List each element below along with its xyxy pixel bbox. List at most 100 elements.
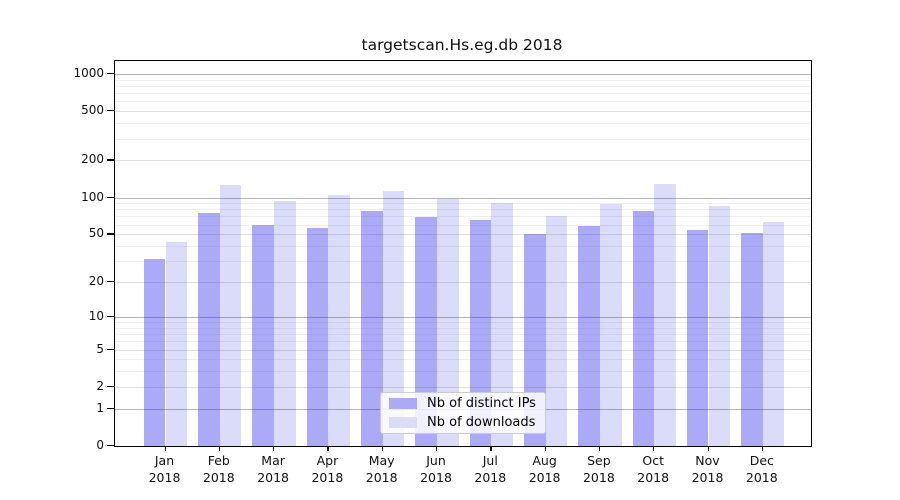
month-text: Jun: [406, 452, 466, 469]
legend-swatch: [389, 417, 417, 428]
legend-item-downloads: Nb of downloads: [381, 415, 545, 431]
gridline-90: [115, 203, 811, 204]
gridline-50: [115, 234, 811, 235]
gridline-3: [115, 371, 811, 372]
y-tick-mark-20: [107, 281, 114, 282]
x-tick-label-sep: Sep2018: [569, 452, 629, 486]
y-tick-label-500: 500: [44, 104, 104, 116]
plot-area: Nb of distinct IPs Nb of downloads: [114, 60, 812, 447]
x-tick-label-nov: Nov2018: [678, 452, 738, 486]
gridline-800: [115, 86, 811, 87]
x-tick-mark-mar: [273, 446, 274, 451]
gridline-100: [115, 198, 811, 199]
gridline-4: [115, 359, 811, 360]
y-tick-label-0: 0: [44, 439, 104, 451]
gridline-10: [115, 317, 811, 318]
month-text: Apr: [297, 452, 357, 469]
y-tick-label-100: 100: [44, 191, 104, 203]
gridlines-layer: [115, 61, 811, 446]
y-tick-mark-2: [107, 386, 114, 387]
gridline-2: [115, 387, 811, 388]
gridline-7: [115, 334, 811, 335]
month-text: Oct: [623, 452, 683, 469]
gridline-200: [115, 160, 811, 161]
x-tick-label-apr: Apr2018: [297, 452, 357, 486]
gridline-9: [115, 322, 811, 323]
y-tick-mark-50: [107, 233, 114, 234]
x-tick-label-oct: Oct2018: [623, 452, 683, 486]
x-tick-label-feb: Feb2018: [189, 452, 249, 486]
y-tick-mark-0: [107, 445, 114, 446]
legend-item-distinct-ips: Nb of distinct IPs: [381, 396, 545, 412]
month-text: Feb: [189, 452, 249, 469]
gridline-300: [115, 139, 811, 140]
year-text: 2018: [623, 469, 683, 486]
gridline-80: [115, 209, 811, 210]
gridline-8: [115, 328, 811, 329]
gridline-600: [115, 101, 811, 102]
month-text: Nov: [678, 452, 738, 469]
gridline-60: [115, 225, 811, 226]
gridline-20: [115, 282, 811, 283]
month-text: Jul: [460, 452, 520, 469]
y-tick-mark-5: [107, 349, 114, 350]
year-text: 2018: [569, 469, 629, 486]
gridline-500: [115, 111, 811, 112]
x-tick-mark-oct: [653, 446, 654, 451]
x-tick-mark-dec: [762, 446, 763, 451]
gridline-700: [115, 93, 811, 94]
y-tick-mark-200: [107, 159, 114, 160]
gridline-70: [115, 216, 811, 217]
x-tick-mark-nov: [708, 446, 709, 451]
gridline-1000: [115, 74, 811, 75]
gridline-400: [115, 123, 811, 124]
x-tick-label-jul: Jul2018: [460, 452, 520, 486]
legend-label: Nb of downloads: [427, 415, 535, 430]
x-tick-label-jan: Jan2018: [135, 452, 195, 486]
y-tick-label-50: 50: [44, 227, 104, 239]
y-tick-label-10: 10: [44, 310, 104, 322]
x-tick-mark-may: [382, 446, 383, 451]
y-tick-label-2: 2: [44, 380, 104, 392]
year-text: 2018: [460, 469, 520, 486]
month-text: Aug: [515, 452, 575, 469]
x-tick-mark-jan: [165, 446, 166, 451]
y-tick-mark-100: [107, 197, 114, 198]
year-text: 2018: [732, 469, 792, 486]
x-tick-mark-apr: [327, 446, 328, 451]
legend: Nb of distinct IPs Nb of downloads: [380, 392, 546, 434]
y-tick-label-5: 5: [44, 343, 104, 355]
y-tick-label-20: 20: [44, 275, 104, 287]
x-tick-mark-sep: [599, 446, 600, 451]
y-tick-label-1: 1: [44, 402, 104, 414]
gridline-6: [115, 341, 811, 342]
x-tick-label-may: May2018: [352, 452, 412, 486]
x-tick-label-mar: Mar2018: [243, 452, 303, 486]
y-tick-mark-1: [107, 408, 114, 409]
y-tick-label-200: 200: [44, 153, 104, 165]
year-text: 2018: [678, 469, 738, 486]
x-tick-label-jun: Jun2018: [406, 452, 466, 486]
gridline-30: [115, 261, 811, 262]
x-tick-mark-feb: [219, 446, 220, 451]
legend-swatch: [389, 398, 417, 409]
y-tick-label-1000: 1000: [44, 67, 104, 79]
y-tick-mark-10: [107, 316, 114, 317]
year-text: 2018: [406, 469, 466, 486]
month-text: Mar: [243, 452, 303, 469]
chart-canvas: targetscan.Hs.eg.db 2018 Nb of distinct …: [0, 0, 900, 500]
month-text: Jan: [135, 452, 195, 469]
gridline-40: [115, 246, 811, 247]
year-text: 2018: [297, 469, 357, 486]
year-text: 2018: [515, 469, 575, 486]
gridline-5: [115, 350, 811, 351]
x-tick-mark-aug: [545, 446, 546, 451]
gridline-900: [115, 80, 811, 81]
chart-title: targetscan.Hs.eg.db 2018: [114, 36, 810, 54]
month-text: Dec: [732, 452, 792, 469]
month-text: Sep: [569, 452, 629, 469]
year-text: 2018: [189, 469, 249, 486]
legend-label: Nb of distinct IPs: [427, 396, 536, 411]
year-text: 2018: [135, 469, 195, 486]
month-text: May: [352, 452, 412, 469]
